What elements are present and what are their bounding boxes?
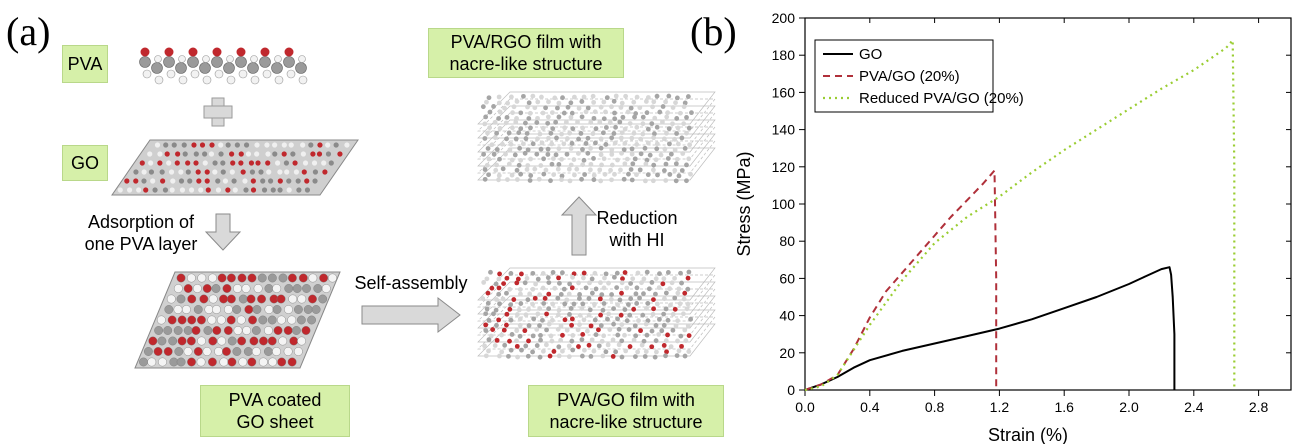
- stress-strain-chart: 0.0 0.4 0.8 1.2 1.6 2.0 2.4 2.8 0 20 40 60 80 100 120 1…: [734, 10, 1292, 444]
- y-tick-label: 60: [779, 270, 795, 286]
- x-tick-label: 2.4: [1184, 399, 1204, 415]
- schematic-drawing: [111, 47, 716, 369]
- go-sheet: [111, 139, 359, 196]
- legend-box: [814, 39, 994, 113]
- series-line-0: [804, 266, 1176, 391]
- pva-rgo-film-stack: [477, 91, 716, 184]
- schematic-panel: (a) PVA GO Adsorption of one PVA layer P…: [6, 9, 724, 437]
- series-line-1: [804, 169, 998, 391]
- x-tick-label: 1.2: [990, 399, 1010, 415]
- x-tick-label: 0.0: [795, 399, 815, 415]
- y-tick-label: 80: [779, 233, 795, 249]
- panel-b-letter: (b): [690, 9, 737, 54]
- y-tick-label: 180: [772, 47, 796, 63]
- pva-coated-go-label: PVA coated GO sheet: [200, 385, 350, 437]
- x-axis-label: Strain (%): [988, 425, 1068, 444]
- y-tick-label: 120: [772, 159, 796, 175]
- plus-icon: [203, 97, 233, 127]
- x-tick-label: 2.0: [1119, 399, 1139, 415]
- y-tick-label: 160: [772, 84, 796, 100]
- pva-coated-go-sheet: [134, 271, 341, 369]
- pva-molecule: [139, 47, 308, 85]
- adsorption-label: Adsorption of one PVA layer: [84, 212, 198, 254]
- y-tick-label: 0: [787, 382, 795, 398]
- pva-go-film-label: PVA/GO film with nacre-like structure: [528, 385, 724, 437]
- pva-rgo-film-label: PVA/RGO film with nacre-like structure: [428, 28, 624, 78]
- go-label: GO: [62, 145, 108, 181]
- y-axis-label: Stress (MPa): [734, 151, 754, 256]
- x-tick-label: 0.4: [860, 399, 880, 415]
- legend-label: GO: [859, 46, 882, 63]
- x-tick-label: 2.8: [1249, 399, 1269, 415]
- x-tick-label: 1.6: [1054, 399, 1074, 415]
- reduction-label: Reduction with HI: [596, 208, 678, 250]
- y-tick-label: 20: [779, 345, 795, 361]
- legend-label: PVA/GO (20%): [859, 68, 960, 85]
- series-line-2: [804, 39, 1236, 392]
- arrow-up-icon: [560, 196, 598, 256]
- y-tick-label: 40: [779, 308, 795, 324]
- x-tick-label: 0.8: [925, 399, 945, 415]
- self-assembly-label: Self-assembly: [354, 273, 468, 293]
- y-tick-label: 100: [772, 196, 796, 212]
- legend: GO PVA/GO (20%) Reduced PVA/GO (20%): [814, 39, 1024, 113]
- arrow-right-icon: [361, 296, 461, 334]
- pva-label: PVA: [62, 45, 108, 83]
- panel-a-letter: (a): [6, 9, 51, 54]
- y-tick-label: 140: [772, 122, 796, 138]
- chart-panel: (b) 0.0 0.4 0.8 1.2 1.6 2.0 2.4 2.8 0 20 40 60 80 100…: [690, 0, 1301, 444]
- legend-label: Reduced PVA/GO (20%): [859, 90, 1024, 107]
- y-tick-label: 200: [772, 10, 796, 26]
- arrow-down-icon: [204, 213, 242, 251]
- pva-go-film-stack: [477, 267, 716, 360]
